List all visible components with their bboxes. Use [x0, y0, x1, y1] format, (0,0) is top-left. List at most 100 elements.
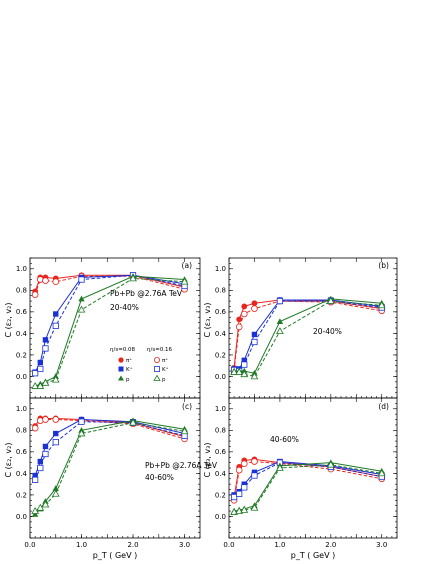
data-point	[377, 469, 386, 477]
annotation: 40-60%	[270, 435, 299, 444]
data-point	[42, 337, 49, 343]
data-point	[241, 484, 248, 491]
data-point	[37, 464, 44, 472]
data-point	[235, 368, 244, 375]
series-p-eta016	[31, 418, 189, 514]
data-point	[77, 305, 86, 313]
data-point	[52, 322, 59, 329]
panel-label: (a)	[182, 261, 193, 270]
legend-pi-filled-marker	[118, 357, 124, 363]
x-axis-label: p_T ( GeV )	[291, 551, 335, 560]
y-axis-label: C (ε₂, v₂)	[4, 443, 13, 478]
data-point	[276, 327, 284, 335]
data-point	[276, 297, 284, 305]
y-tick-label: 0.6	[16, 308, 28, 316]
data-point	[42, 416, 49, 423]
y-tick-label: 0.6	[215, 448, 227, 456]
legend-pi-label: π⁺	[126, 357, 132, 364]
y-tick-label: 0.0	[215, 373, 226, 381]
series-p-eta016	[230, 296, 386, 380]
data-point	[41, 500, 50, 508]
data-point	[42, 345, 49, 352]
y-axis-label: C (ε₃, v₃)	[203, 443, 212, 478]
legend-K-label: K⁺	[126, 366, 133, 373]
data-point	[129, 418, 137, 426]
data-point	[241, 303, 248, 310]
data-point	[32, 370, 39, 377]
data-point	[78, 418, 85, 425]
data-point	[235, 466, 243, 474]
x-axis-label: p_T ( GeV )	[93, 551, 137, 560]
x-tick-label: 2.0	[325, 541, 336, 549]
y-tick-label: 0.4	[16, 470, 28, 478]
plot-frame	[228, 397, 398, 539]
data-point	[235, 323, 243, 331]
panel-b: 0.0 0.2 0.4 0.6 0.8 1.0 C (ε₃, v₃) (b) 20-40%	[203, 257, 398, 399]
x-tick-label: 1.0	[76, 541, 87, 549]
legend-p-open-marker	[153, 374, 161, 381]
data-point	[251, 338, 258, 346]
data-point	[326, 296, 335, 304]
data-point	[31, 424, 39, 432]
legend-p-label: p	[126, 377, 130, 383]
y-tick-label: 0.4	[215, 330, 227, 338]
data-point	[377, 301, 386, 309]
annotation: Pb+Pb @2.76A TeV	[145, 461, 218, 470]
data-point	[251, 300, 258, 307]
panel-label: (d)	[378, 402, 389, 411]
legend-K-filled-marker	[118, 366, 124, 372]
x-tick-label: 0.0	[24, 541, 35, 549]
data-point	[241, 357, 247, 364]
y-tick-label: 0.8	[215, 427, 226, 435]
data-point	[180, 277, 189, 285]
data-point	[251, 469, 258, 476]
data-point	[236, 316, 243, 323]
data-point	[42, 277, 49, 284]
panel-label: (c)	[182, 402, 192, 411]
y-tick-label: 0.0	[16, 513, 27, 521]
legend: η/s=0.08 η/s=0.16 π⁺ π⁺ K⁺ K⁺ p p	[110, 347, 173, 383]
data-point	[52, 439, 59, 446]
y-tick-label: 0.8	[16, 287, 27, 295]
legend-p-filled-marker	[118, 375, 124, 381]
x-tick-label: 1.0	[274, 541, 285, 549]
annotation: 20-40%	[110, 303, 139, 312]
data-point	[51, 489, 60, 497]
data-point	[129, 274, 137, 282]
x-tick-label: 3.0	[179, 541, 190, 549]
y-tick-label: 0.2	[16, 491, 27, 499]
data-point	[250, 503, 259, 511]
data-point	[37, 359, 44, 366]
data-point	[230, 368, 238, 375]
y-tick-label: 0.6	[16, 448, 28, 456]
panel-c: 0.0 0.2 0.4 0.6 0.8 1.0 0.0 1.0 2.0 3.0 C (ε₂, v₂)…	[4, 397, 218, 560]
data-point	[42, 450, 49, 458]
data-point	[240, 310, 248, 318]
y-tick-label: 1.0	[16, 405, 27, 413]
panel-label: (b)	[378, 261, 389, 270]
panel-a: 0.0 0.2 0.4 0.6 0.8 1.0 C (ε₂, v₂) (a) Pb+Pb @2.…	[4, 257, 201, 399]
data-point	[53, 430, 59, 437]
data-point	[250, 372, 259, 380]
y-tick-label: 0.2	[215, 491, 226, 499]
y-tick-label: 0.2	[16, 351, 27, 359]
data-point	[251, 305, 258, 312]
data-point	[240, 505, 249, 513]
data-point	[276, 318, 284, 324]
y-tick-label: 0.8	[215, 287, 226, 295]
data-point	[52, 485, 59, 491]
legend-pi-open-marker	[153, 356, 160, 363]
data-point	[41, 378, 50, 386]
data-point	[52, 416, 60, 423]
data-point	[31, 291, 39, 298]
data-point	[241, 361, 248, 368]
legend-p-label-2: p	[162, 377, 166, 383]
data-point	[235, 506, 244, 514]
y-tick-label: 1.0	[16, 265, 27, 273]
y-tick-label: 0.4	[16, 330, 28, 338]
data-point	[37, 458, 44, 465]
data-point	[241, 481, 247, 487]
data-point	[326, 460, 335, 468]
data-point	[251, 458, 258, 465]
